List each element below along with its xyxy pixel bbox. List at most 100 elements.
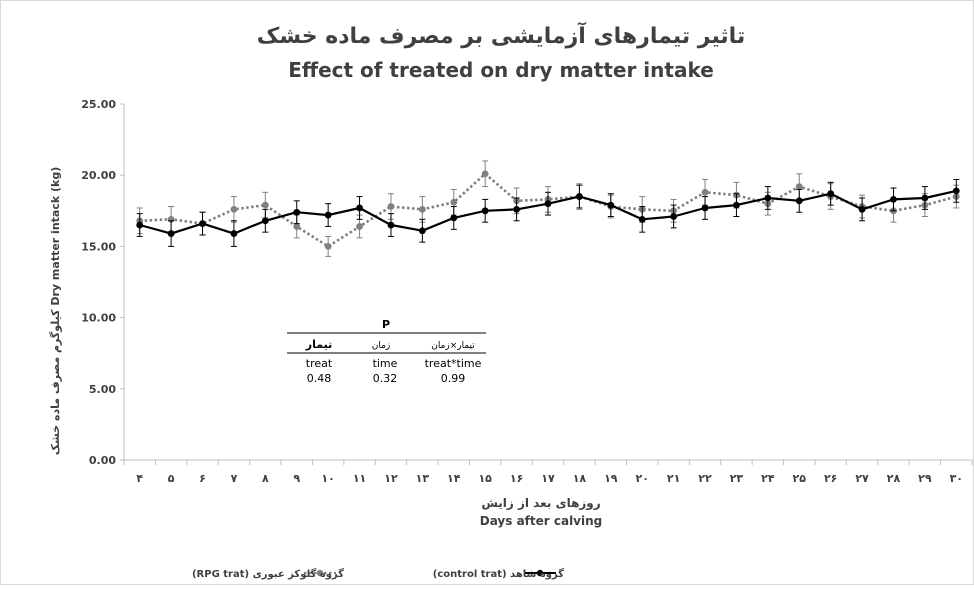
data-point-rpg xyxy=(293,223,301,230)
y-tick-label: 20.00 xyxy=(81,169,116,182)
data-point-control xyxy=(199,220,206,228)
series-control xyxy=(136,178,960,247)
x-tick-label: ۲۶ xyxy=(824,472,837,485)
x-tick-label: ۱۷ xyxy=(541,472,555,485)
legend: گروه شاهد (control trat) گروه گلوکز عبور… xyxy=(192,567,564,580)
data-point-control xyxy=(387,221,395,229)
series-line-rpg xyxy=(139,172,957,248)
x-axis-label-en: Days after calving xyxy=(480,514,603,528)
p-table-value-time: 0.32 xyxy=(373,372,398,385)
legend-item-control: گروه شاهد (control trat) xyxy=(433,567,564,580)
data-point-control xyxy=(576,193,583,200)
x-tick-label: ۱۹ xyxy=(604,472,618,485)
data-point-rpg xyxy=(261,201,269,209)
data-point-control xyxy=(293,208,301,216)
x-tick-label: ۱۲ xyxy=(384,472,398,485)
data-point-control xyxy=(764,194,772,202)
x-tick-label: ۲۷ xyxy=(855,472,869,485)
data-point-rpg xyxy=(324,243,332,250)
data-point-control xyxy=(261,217,269,225)
data-point-control xyxy=(890,196,897,203)
y-tick-label: 0.00 xyxy=(89,454,116,467)
x-axis-label-fa: روزهای بعد از زایش xyxy=(481,496,600,511)
data-point-control xyxy=(701,204,709,212)
p-table-en-label-interaction: treat*time xyxy=(425,357,482,370)
x-tick-label: ۱۸ xyxy=(573,472,587,485)
p-table-header: P xyxy=(382,318,390,331)
data-point-control xyxy=(952,187,960,195)
chart-subtitle: Effect of treated on dry matter intake xyxy=(288,58,714,82)
y-tick-label: 15.00 xyxy=(81,240,116,253)
x-tick-label: ۳۰ xyxy=(950,472,963,485)
data-point-rpg xyxy=(356,223,363,230)
x-tick-label: ۶ xyxy=(199,472,206,485)
x-tick-label: ۱۰ xyxy=(321,472,334,485)
data-point-control xyxy=(921,194,929,202)
legend-swatch-rpg-marker xyxy=(316,569,324,577)
legend-item-rpg: گروه گلوکز عبوری (RPG trat) xyxy=(192,567,344,580)
y-tick-label: 10.00 xyxy=(81,312,116,325)
data-point-rpg xyxy=(481,170,489,178)
data-point-rpg xyxy=(387,203,395,210)
p-value-table: P تیمار زمان تیمار×زمان treat time treat… xyxy=(287,318,486,385)
data-point-control xyxy=(733,201,740,209)
chart-title: تاثیر تیمارهای آزمایشی بر مصرف ماده خشک xyxy=(257,21,745,49)
x-tick-label: ۲۴ xyxy=(761,472,775,485)
x-tick-label: ۲۰ xyxy=(636,472,649,485)
data-point-control xyxy=(795,197,803,205)
x-tick-label: ۲۹ xyxy=(918,472,932,485)
data-point-control xyxy=(827,190,835,198)
x-tick-label: ۱۴ xyxy=(447,472,461,485)
data-point-control xyxy=(136,221,144,229)
data-point-rpg xyxy=(701,188,709,196)
data-point-control xyxy=(324,211,332,219)
p-table-fa-label-treat: تیمار xyxy=(305,338,332,351)
data-point-control xyxy=(858,205,866,213)
data-point-control xyxy=(670,213,678,220)
y-tick-label: 25.00 xyxy=(81,98,116,111)
x-tick-label: ۹ xyxy=(293,472,300,485)
p-table-en-label-time: time xyxy=(373,357,398,370)
x-tick-label: ۲۳ xyxy=(730,472,744,485)
p-table-en-label-treat: treat xyxy=(306,357,333,370)
data-point-rpg xyxy=(418,205,426,213)
x-tick-label: ۱۳ xyxy=(416,472,430,485)
data-point-control xyxy=(513,205,520,213)
x-ticks: ۴ ۵ ۶ ۷ ۸ ۹ ۱۰ ۱۱ ۱۲ ۱۳ ۱۴ ۱۵ ۱۶ ۱۷ ۱۸ ۱۹ ۲۰ ۲۱ ۲۲ ۲۳ ۲۴ ۲۵ ۲۶… xyxy=(123,460,973,485)
data-point-rpg xyxy=(450,198,458,206)
p-table-value-interaction: 0.99 xyxy=(441,372,466,385)
y-ticks: 0.00 5.00 10.00 15.00 20.00 25.00 xyxy=(81,98,124,467)
data-point-control xyxy=(230,230,238,237)
p-table-value-treat: 0.48 xyxy=(307,372,332,385)
y-tick-label: 5.00 xyxy=(89,383,116,396)
data-point-rpg xyxy=(795,183,803,190)
data-point-control xyxy=(544,200,552,208)
data-point-control xyxy=(638,215,646,223)
x-tick-label: ۲۲ xyxy=(698,472,712,485)
x-tick-label: ۵ xyxy=(168,472,175,485)
x-tick-label: ۲۸ xyxy=(887,472,901,485)
data-point-control xyxy=(607,201,615,209)
legend-swatch-control-marker xyxy=(536,569,544,577)
legend-label-control: گروه شاهد (control trat) xyxy=(433,567,564,580)
x-tick-label: ۱۱ xyxy=(353,472,366,485)
x-tick-label: ۱۶ xyxy=(510,472,523,485)
x-tick-label: ۲۵ xyxy=(793,472,807,485)
data-point-control xyxy=(450,214,458,222)
series-layer xyxy=(136,160,960,257)
x-tick-label: ۴ xyxy=(136,472,143,485)
x-tick-label: ۱۵ xyxy=(478,472,492,485)
data-point-control xyxy=(356,204,363,212)
x-tick-label: ۸ xyxy=(262,472,269,485)
x-tick-label: ۷ xyxy=(231,472,238,485)
p-table-fa-label-interaction: تیمار×زمان xyxy=(431,341,475,351)
p-table-fa-label-time: زمان xyxy=(372,341,391,351)
data-point-rpg xyxy=(230,205,238,213)
data-point-control xyxy=(167,230,175,237)
data-point-control xyxy=(481,207,489,215)
data-point-control xyxy=(418,227,426,235)
y-axis-label: کیلوگرم مصرف ماده خشک Dry matter intack … xyxy=(49,167,62,456)
x-tick-label: ۲۱ xyxy=(667,472,680,485)
